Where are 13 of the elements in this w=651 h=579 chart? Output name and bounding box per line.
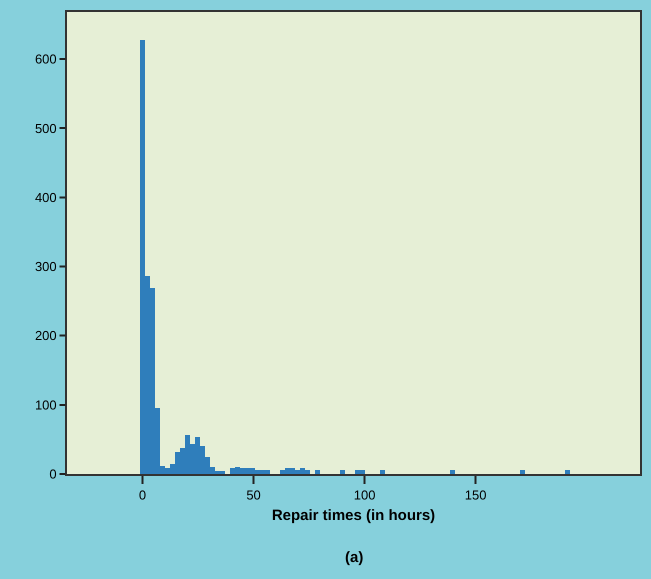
- y-tick-label: 600: [34, 52, 57, 67]
- y-tick-label: 0: [49, 466, 57, 482]
- x-tick-label: 100: [354, 487, 376, 502]
- text: (a): [345, 549, 364, 566]
- y-tick-label: 200: [34, 328, 57, 344]
- y-tick-label: 100: [34, 397, 57, 412]
- y-tick-label: 300: [34, 259, 57, 274]
- x-tick-label: 150: [464, 487, 486, 502]
- x-tick-label: 50: [246, 487, 261, 502]
- y-tick-label: 500: [34, 120, 57, 136]
- x-tick-label: 0: [138, 487, 146, 502]
- x-axis-title: Repair times (in hours): [272, 506, 436, 524]
- y-tick-label: 400: [34, 190, 57, 205]
